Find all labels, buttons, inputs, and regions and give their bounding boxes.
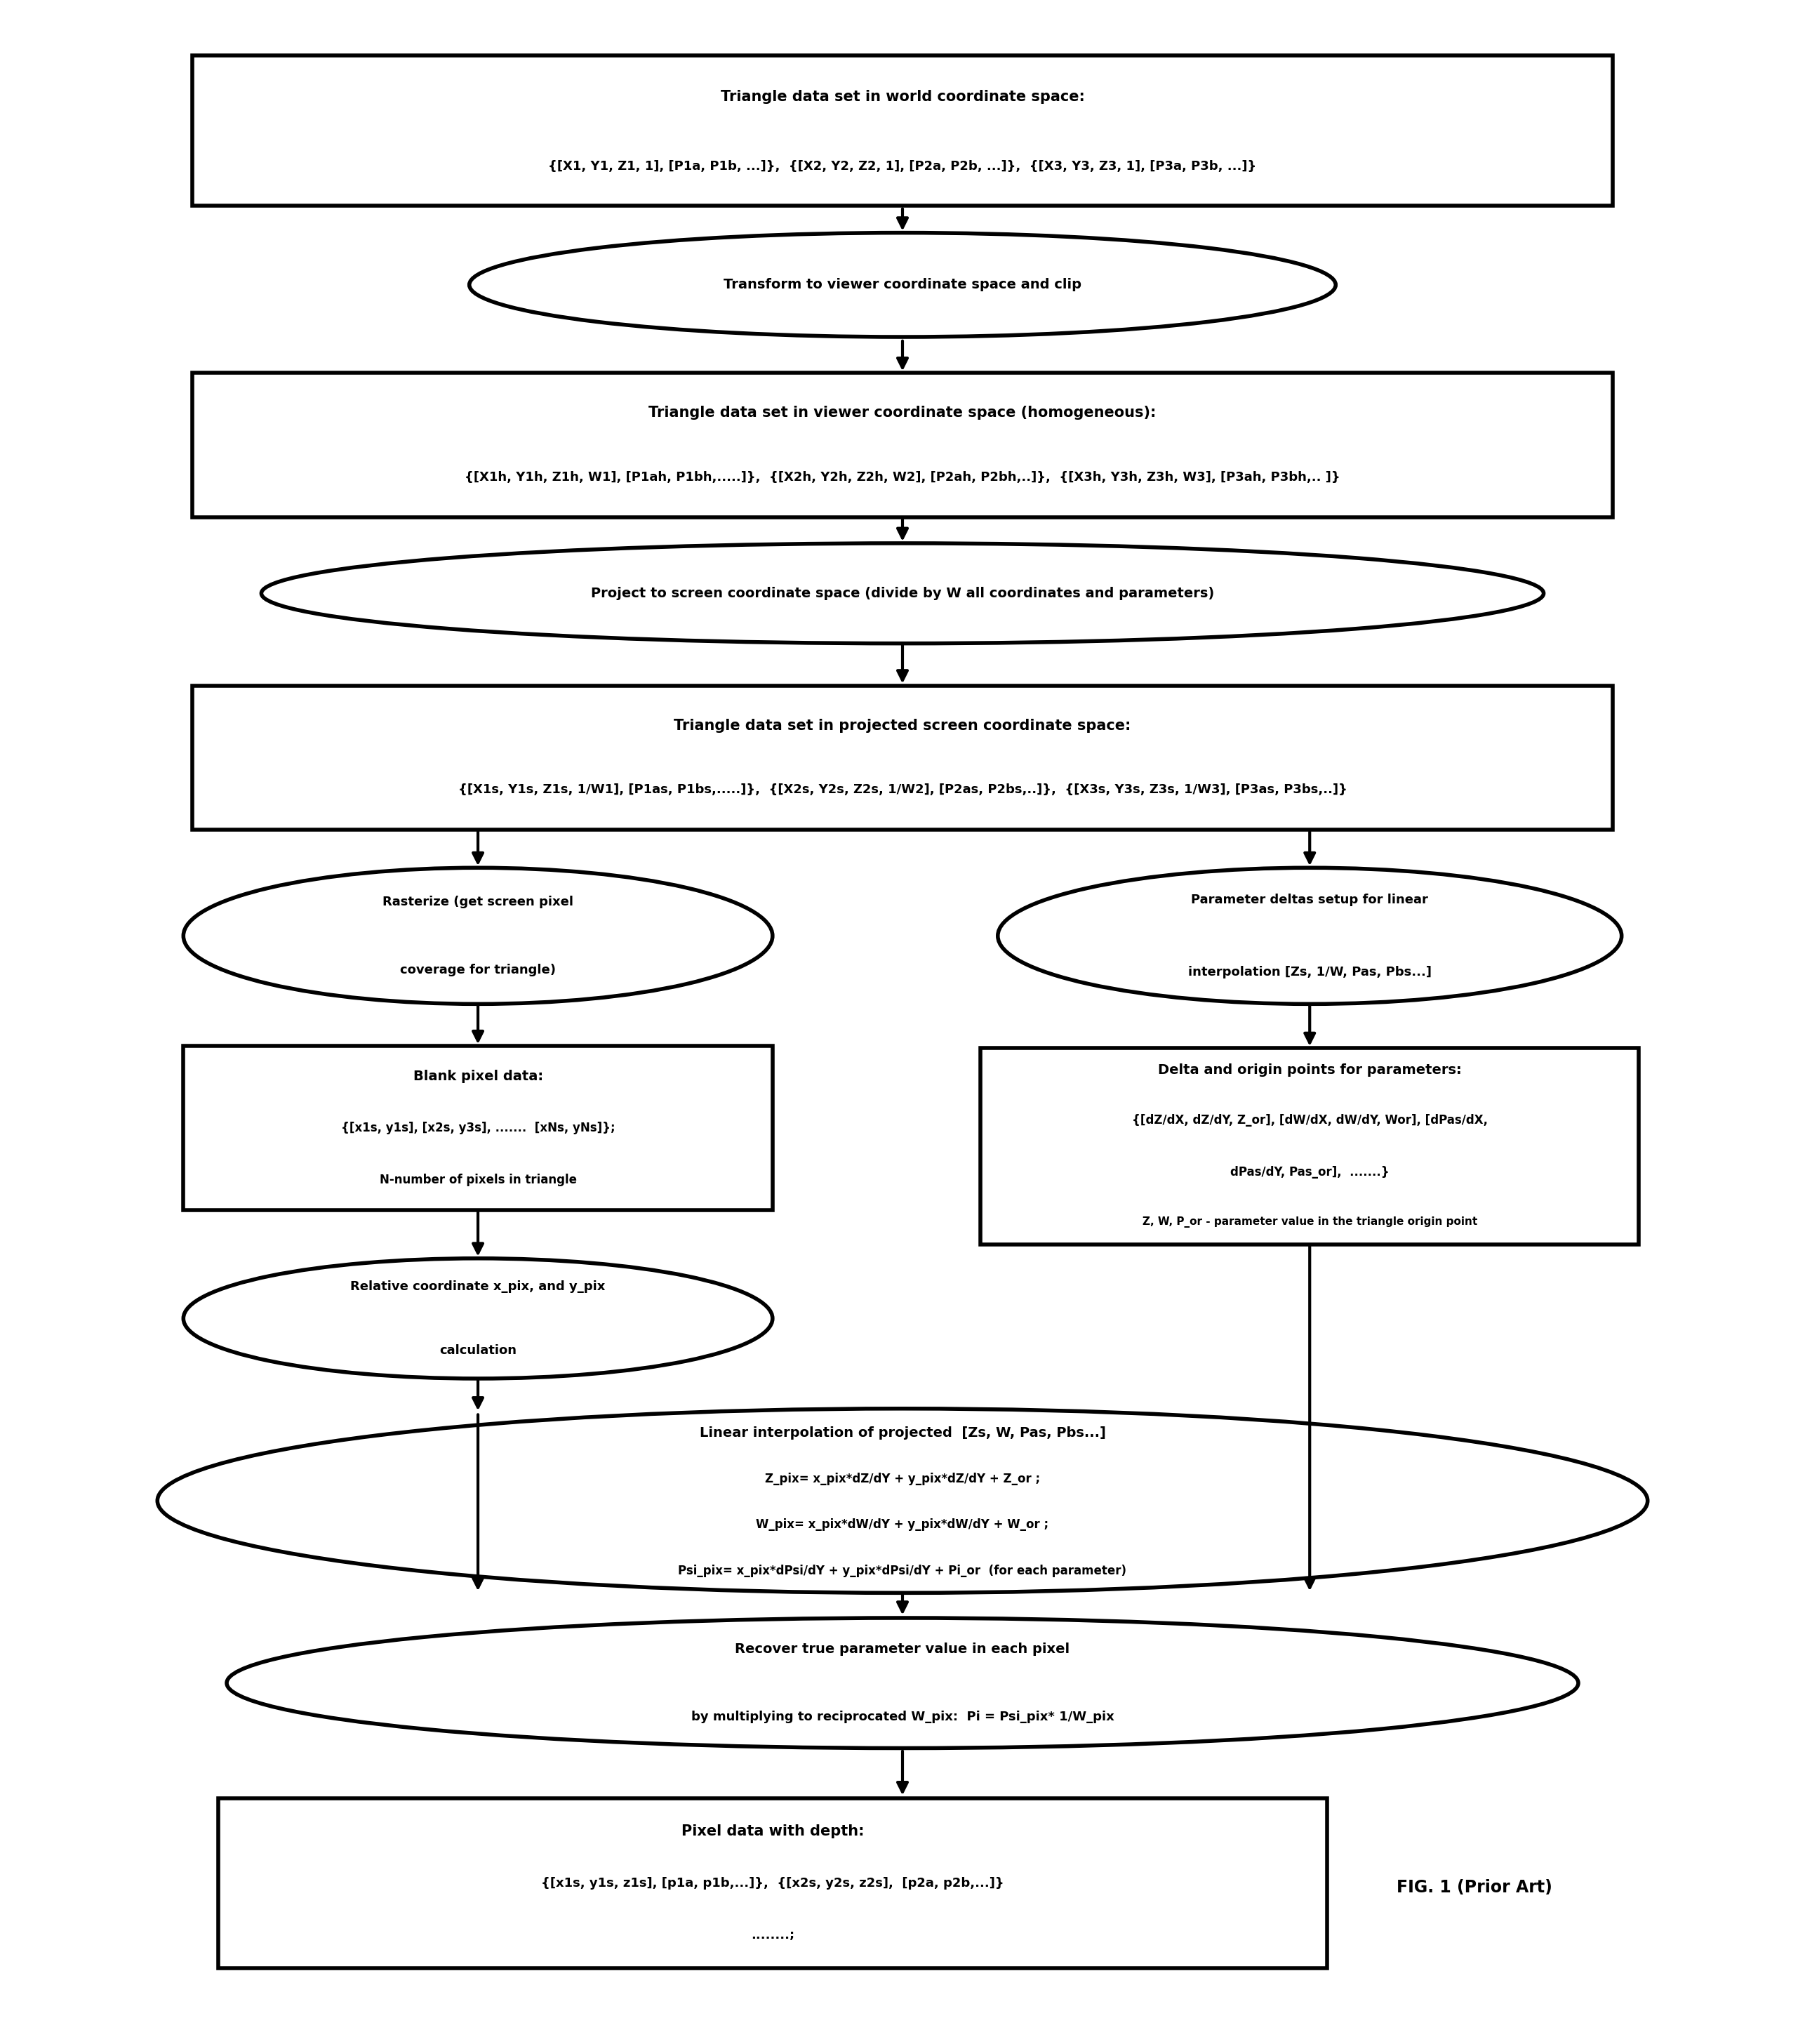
Text: Triangle data set in projected screen coordinate space:: Triangle data set in projected screen co… [673, 719, 1132, 732]
Text: {[x1s, y1s, z1s], [p1a, p1b,...]},  {[x2s, y2s, z2s],  [p2a, p2b,...]}: {[x1s, y1s, z1s], [p1a, p1b,...]}, {[x2s… [542, 1876, 1004, 1889]
Text: Psi_pix= x_pix*dPsi/dY + y_pix*dPsi/dY + Pi_or  (for each parameter): Psi_pix= x_pix*dPsi/dY + y_pix*dPsi/dY +… [679, 1564, 1126, 1578]
FancyBboxPatch shape [218, 1799, 1327, 1968]
Text: Rasterize (get screen pixel: Rasterize (get screen pixel [383, 895, 574, 908]
Text: FIG. 1 (Prior Art): FIG. 1 (Prior Art) [1397, 1878, 1552, 1895]
Text: Recover true parameter value in each pixel: Recover true parameter value in each pix… [735, 1641, 1070, 1656]
Text: {[X1h, Y1h, Z1h, W1], [P1ah, P1bh,.....]},  {[X2h, Y2h, Z2h, W2], [P2ah, P2bh,..: {[X1h, Y1h, Z1h, W1], [P1ah, P1bh,.....]… [464, 470, 1341, 484]
Text: Relative coordinate x_pix, and y_pix: Relative coordinate x_pix, and y_pix [350, 1280, 605, 1292]
FancyBboxPatch shape [191, 372, 1614, 517]
Ellipse shape [469, 233, 1336, 337]
Text: Parameter deltas setup for linear: Parameter deltas setup for linear [1191, 893, 1428, 905]
Text: W_pix= x_pix*dW/dY + y_pix*dW/dY + W_or ;: W_pix= x_pix*dW/dY + y_pix*dW/dY + W_or … [756, 1519, 1049, 1531]
FancyBboxPatch shape [184, 1047, 773, 1210]
Text: coverage for triangle): coverage for triangle) [401, 963, 556, 977]
FancyBboxPatch shape [191, 685, 1614, 830]
Text: Linear interpolation of projected  [Zs, W, Pas, Pbs...]: Linear interpolation of projected [Zs, W… [699, 1427, 1106, 1439]
Text: Transform to viewer coordinate space and clip: Transform to viewer coordinate space and… [724, 278, 1081, 292]
Text: N-number of pixels in triangle: N-number of pixels in triangle [379, 1173, 576, 1188]
Text: by multiplying to reciprocated W_pix:  Pi = Psi_pix* 1/W_pix: by multiplying to reciprocated W_pix: Pi… [691, 1711, 1114, 1723]
Text: ........;: ........; [751, 1930, 794, 1942]
Text: Triangle data set in world coordinate space:: Triangle data set in world coordinate sp… [720, 90, 1085, 104]
Text: {[x1s, y1s], [x2s, y3s], .......  [xNs, yNs]};: {[x1s, y1s], [x2s, y3s], ....... [xNs, y… [341, 1122, 616, 1134]
Text: Project to screen coordinate space (divide by W all coordinates and parameters): Project to screen coordinate space (divi… [590, 587, 1215, 601]
Text: interpolation [Zs, 1/W, Pas, Pbs...]: interpolation [Zs, 1/W, Pas, Pbs...] [1188, 965, 1431, 979]
Text: Blank pixel data:: Blank pixel data: [413, 1069, 543, 1083]
Ellipse shape [184, 1259, 773, 1378]
Text: dPas/dY, Pas_or],  .......}: dPas/dY, Pas_or], .......} [1231, 1165, 1390, 1179]
Text: Z, W, P_or - parameter value in the triangle origin point: Z, W, P_or - parameter value in the tria… [1143, 1216, 1476, 1228]
Text: {[dZ/dX, dZ/dY, Z_or], [dW/dX, dW/dY, Wor], [dPas/dX,: {[dZ/dX, dZ/dY, Z_or], [dW/dX, dW/dY, Wo… [1132, 1114, 1487, 1126]
Text: Triangle data set in viewer coordinate space (homogeneous):: Triangle data set in viewer coordinate s… [648, 407, 1157, 421]
Text: calculation: calculation [439, 1345, 516, 1357]
Ellipse shape [184, 869, 773, 1004]
Ellipse shape [227, 1619, 1578, 1748]
Text: Delta and origin points for parameters:: Delta and origin points for parameters: [1157, 1063, 1462, 1077]
FancyBboxPatch shape [191, 55, 1614, 206]
Text: Z_pix= x_pix*dZ/dY + y_pix*dZ/dY + Z_or ;: Z_pix= x_pix*dZ/dY + y_pix*dZ/dY + Z_or … [765, 1472, 1040, 1486]
Ellipse shape [998, 869, 1621, 1004]
Ellipse shape [157, 1408, 1648, 1592]
Text: {[X1s, Y1s, Z1s, 1/W1], [P1as, P1bs,.....]},  {[X2s, Y2s, Z2s, 1/W2], [P2as, P2b: {[X1s, Y1s, Z1s, 1/W1], [P1as, P1bs,....… [458, 783, 1347, 795]
Text: Pixel data with depth:: Pixel data with depth: [680, 1823, 865, 1838]
Ellipse shape [262, 544, 1543, 644]
FancyBboxPatch shape [980, 1049, 1639, 1245]
Text: {[X1, Y1, Z1, 1], [P1a, P1b, ...]},  {[X2, Y2, Z2, 1], [P2a, P2b, ...]},  {[X3, : {[X1, Y1, Z1, 1], [P1a, P1b, ...]}, {[X2… [549, 159, 1256, 174]
